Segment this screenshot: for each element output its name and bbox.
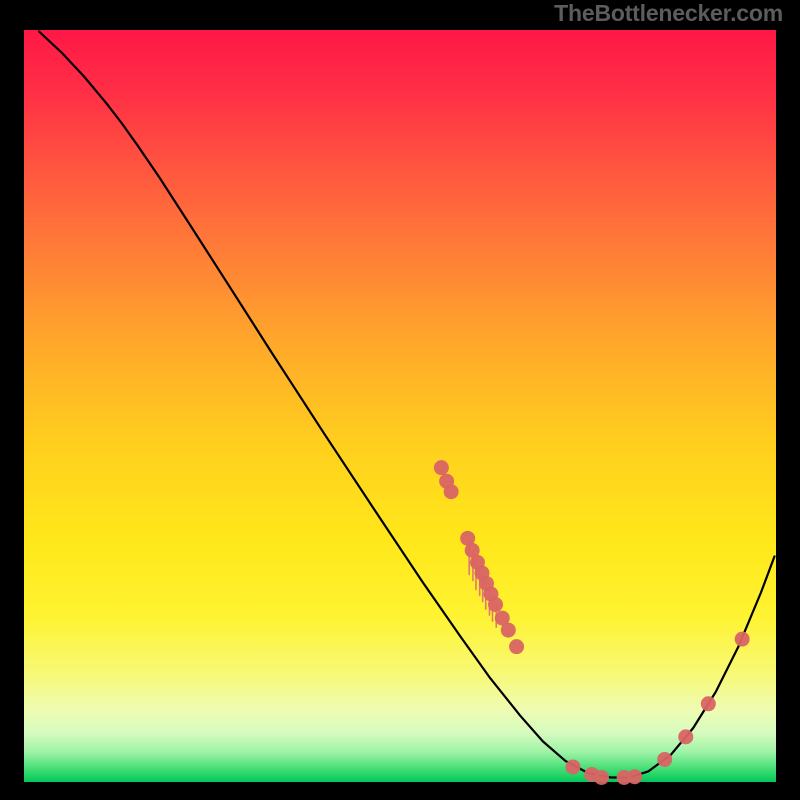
data-point bbox=[594, 770, 609, 785]
data-point bbox=[627, 769, 642, 784]
data-point bbox=[735, 632, 750, 647]
attribution-label: TheBottlenecker.com bbox=[554, 0, 783, 27]
data-point bbox=[509, 639, 524, 654]
data-point bbox=[444, 484, 459, 499]
data-point bbox=[565, 759, 580, 774]
data-point bbox=[701, 696, 716, 711]
data-point bbox=[488, 597, 503, 612]
chart-svg bbox=[0, 0, 800, 800]
data-point bbox=[657, 752, 672, 767]
data-point bbox=[678, 729, 693, 744]
data-point bbox=[434, 460, 449, 475]
data-point bbox=[501, 623, 516, 638]
